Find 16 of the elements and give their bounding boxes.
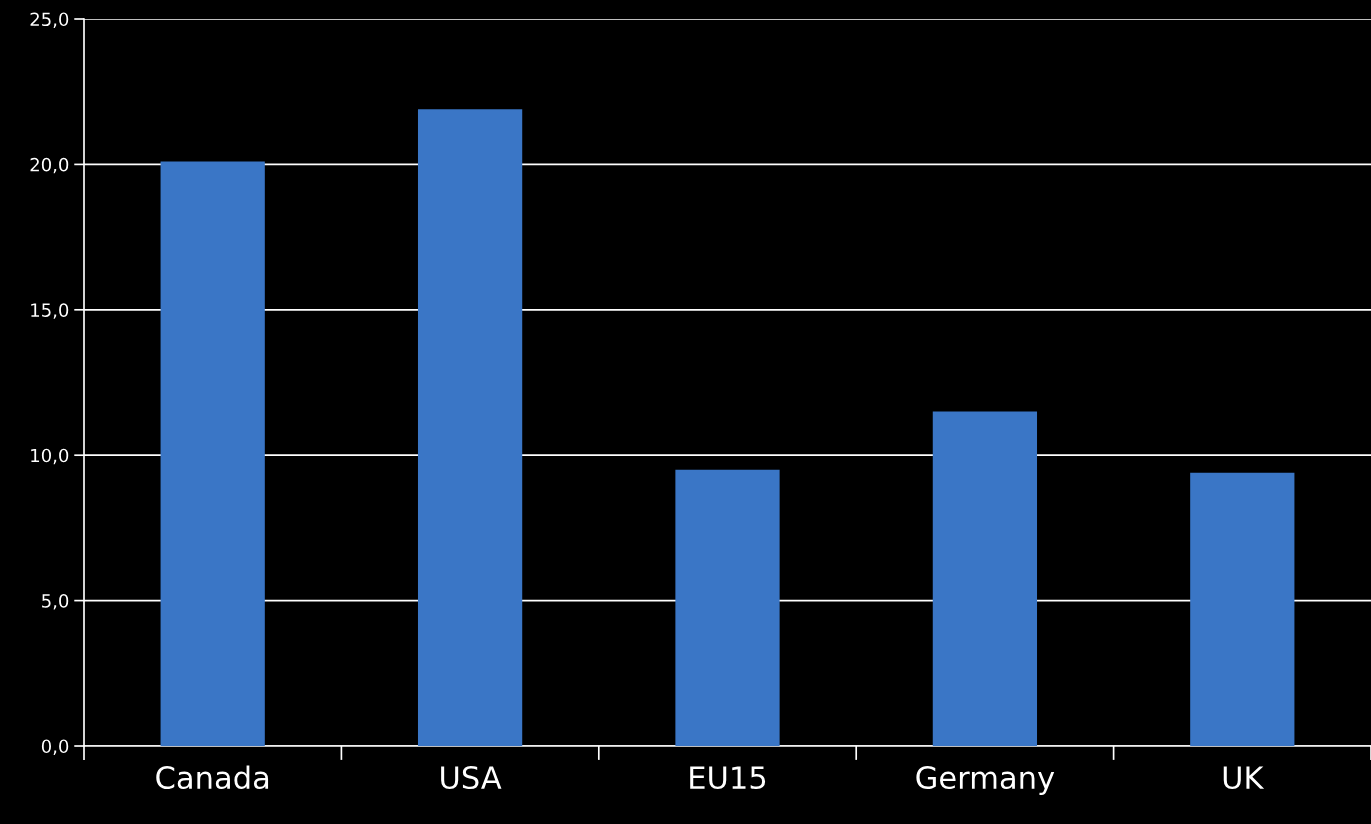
x-tick-label: EU15: [690, 766, 766, 790]
x-tick-label: Germany: [916, 765, 1055, 796]
y-tick-label: 5,0: [42, 594, 69, 610]
x-tick-label: USA: [441, 765, 502, 790]
x-tick-label: UK: [1223, 766, 1265, 790]
bar: [1190, 472, 1295, 746]
bar: [417, 109, 523, 746]
y-tick-label: 20,0: [30, 157, 69, 174]
bar: [675, 469, 780, 746]
y-tick-label: 0,0: [41, 739, 69, 755]
y-tick-label: 15,0: [31, 303, 69, 319]
y-tick-label: 10,0: [31, 448, 69, 465]
bar: [160, 161, 265, 746]
y-tick-label: 25,0: [30, 12, 69, 28]
x-tick-label: Canada: [156, 765, 269, 790]
bar: [932, 411, 1038, 746]
